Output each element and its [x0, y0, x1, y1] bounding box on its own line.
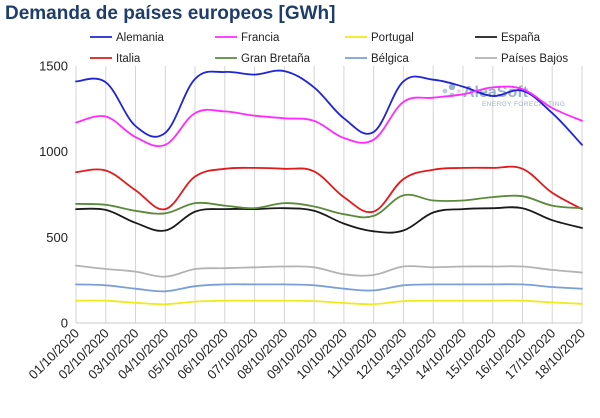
x-axis: 01/10/202002/10/202003/10/202004/10/2020…: [25, 322, 588, 382]
logo-dot: [448, 83, 456, 91]
y-tick-label: 1000: [39, 144, 68, 159]
series-line-francia: [75, 85, 583, 148]
series-line-espana: [75, 206, 583, 234]
series-lines: [75, 69, 583, 306]
y-tick-label: 500: [46, 230, 68, 245]
legend-label-espana: España: [501, 32, 541, 44]
y-axis: 0 500 1000 1500: [39, 59, 68, 331]
series-line-gran-bretana: [75, 193, 583, 219]
series-line-alemania: [75, 69, 583, 146]
y-tick-label: 1500: [39, 59, 68, 74]
chart-title: Demanda de países europeos [GWh]: [5, 3, 336, 24]
legend-label-gran-bretana: Gran Bretaña: [241, 53, 311, 65]
series-line-belgica: [75, 283, 583, 293]
series-line-portugal: [75, 299, 583, 306]
logo-dot: [442, 88, 448, 94]
series-line-paises-bajos: [75, 264, 583, 278]
vertical-grid: [75, 66, 583, 323]
legend-label-alemania: Alemania: [116, 32, 165, 44]
legend-label-italia: Italia: [116, 53, 141, 65]
legend: Alemania Francia Portugal España Italia Gran …: [90, 32, 568, 65]
y-tick-label: 0: [61, 316, 68, 331]
legend-label-belgica: Bélgica: [371, 53, 409, 65]
legend-label-francia: Francia: [241, 32, 280, 44]
series-line-italia: [75, 165, 583, 214]
logo-tagline: ENERGY FORECASTING: [482, 101, 565, 108]
logo-wordmark: AleaSoft: [463, 84, 529, 101]
legend-label-portugal: Portugal: [371, 32, 414, 44]
legend-label-paises-bajos: Países Bajos: [501, 53, 568, 65]
logo-dot: [457, 89, 461, 93]
